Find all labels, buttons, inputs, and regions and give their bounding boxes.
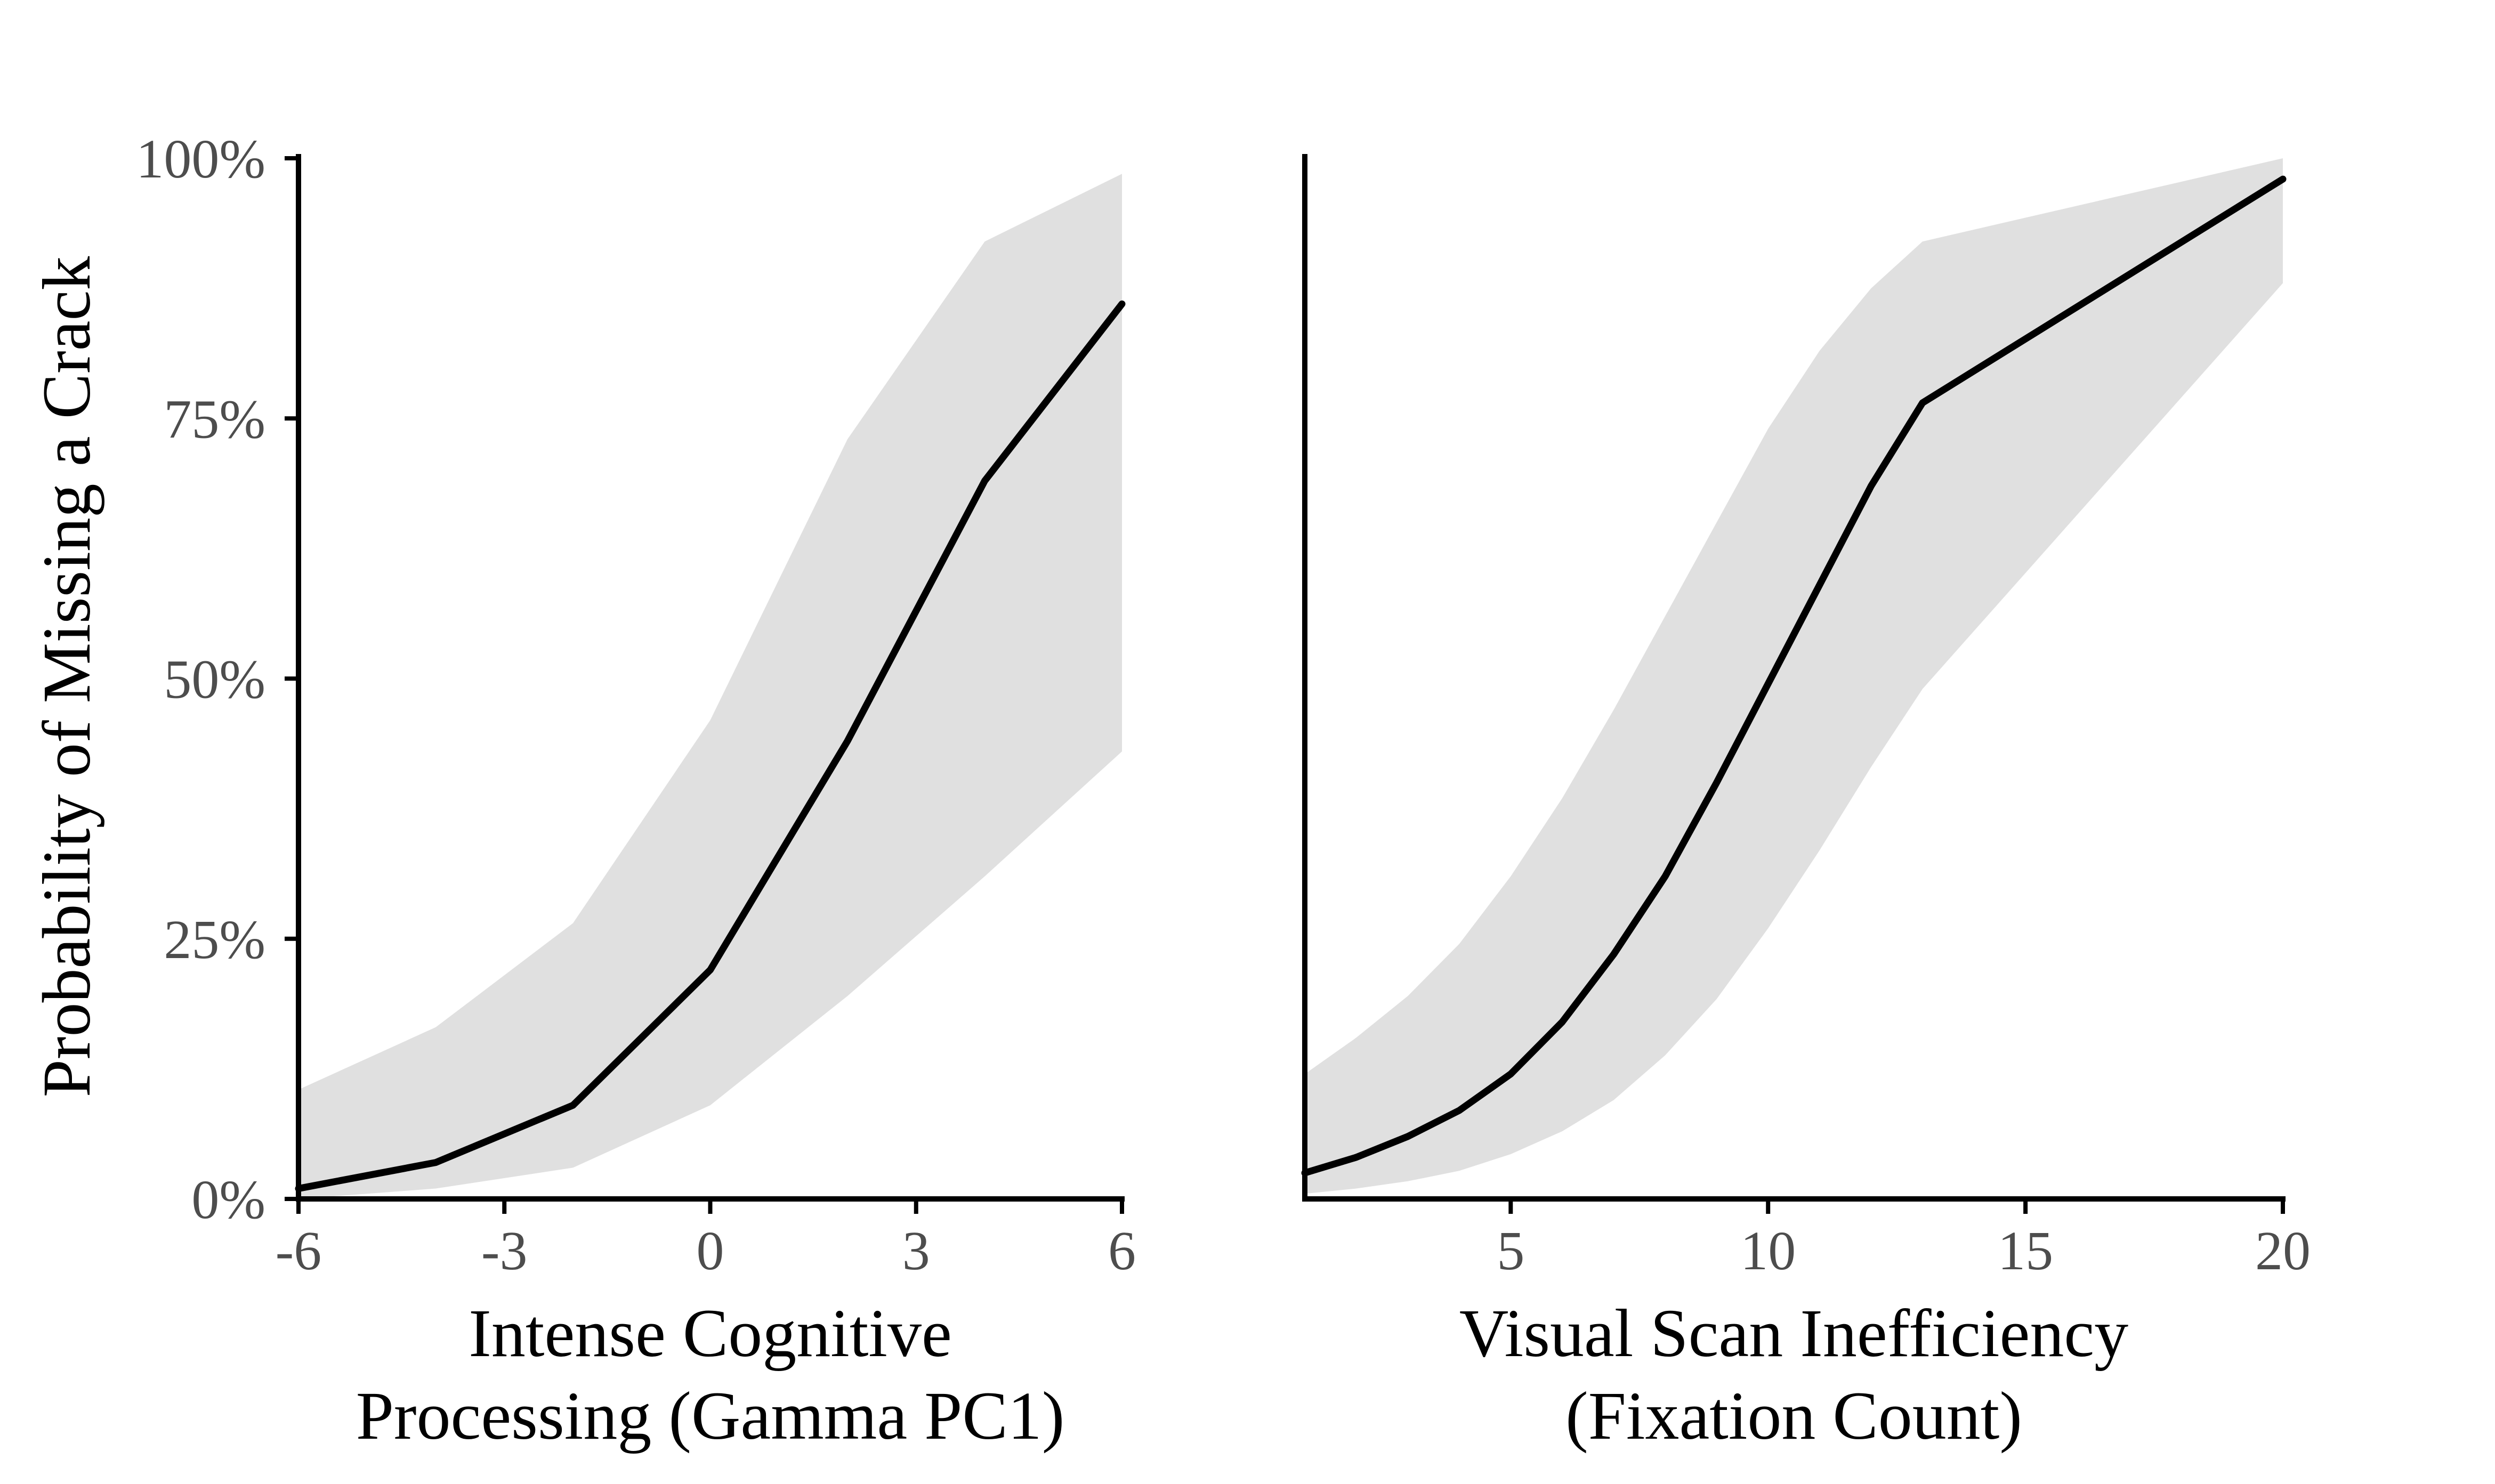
right-x-tick-label: 15 bbox=[1998, 1220, 2053, 1282]
left-panel: -6 -3 0 3 6 0% 25% 50% 75% 100% Intense CognitiveP… bbox=[136, 128, 1136, 1454]
left-y-tick-label: 100% bbox=[136, 128, 265, 190]
left-y-tick-label: 50% bbox=[164, 649, 265, 710]
left-confidence-band bbox=[298, 174, 1122, 1199]
left-x-axis-title-line-1: Intense Cognitive bbox=[469, 1295, 952, 1371]
right-x-axis-title-line-2: (Fixation Count) bbox=[1565, 1378, 2022, 1454]
left-y-tick-label: 75% bbox=[164, 388, 265, 450]
right-x-axis-title-line-1: Visual Scan Inefficiency bbox=[1459, 1295, 2128, 1371]
y-axis-title: Probability of Missing a Crack bbox=[29, 256, 104, 1098]
left-x-tick-label: 6 bbox=[1108, 1220, 1136, 1282]
right-x-tick-label: 20 bbox=[2255, 1220, 2311, 1282]
right-x-tick-label: 5 bbox=[1497, 1220, 1524, 1282]
left-x-axis-title-line-2: Processing (Gamma PC1) bbox=[356, 1378, 1065, 1454]
left-x-tick-label: -6 bbox=[276, 1220, 322, 1282]
right-panel: 5 10 15 20 Visual Scan Inefficiency(Fixation… bbox=[1301, 154, 2311, 1454]
right-x-tick-label: 10 bbox=[1740, 1220, 1796, 1282]
right-probability-line bbox=[1301, 175, 2287, 1177]
right-confidence-band bbox=[1305, 158, 2283, 1194]
left-probability-line bbox=[295, 300, 1126, 1192]
left-y-tick-label: 0% bbox=[191, 1169, 265, 1230]
left-y-tick-label: 25% bbox=[164, 909, 265, 970]
left-x-tick-label: 3 bbox=[902, 1220, 930, 1282]
left-x-tick-label: -3 bbox=[481, 1220, 528, 1282]
left-x-tick-label: 0 bbox=[697, 1220, 724, 1282]
